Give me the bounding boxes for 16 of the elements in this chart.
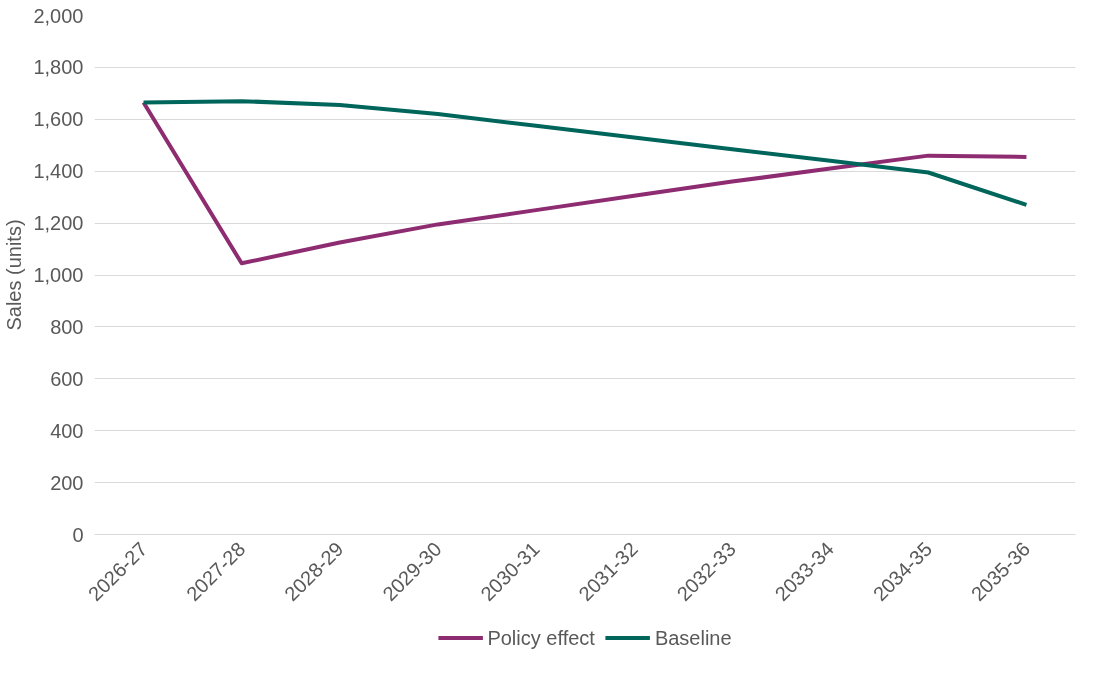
y-tick-label: 1,600 xyxy=(33,108,84,131)
y-tick-label: 800 xyxy=(50,315,84,338)
line-series xyxy=(141,100,1029,266)
y-axis-title: Sales (units) xyxy=(3,219,26,331)
y-tick-label: 600 xyxy=(50,367,84,390)
y-tick-label: 2,000 xyxy=(33,4,84,27)
line-series xyxy=(141,99,1029,207)
y-tick-label: 1,000 xyxy=(33,264,84,286)
y-tick-label: 1,400 xyxy=(33,160,84,183)
y-tick-label: 200 xyxy=(50,471,84,494)
y-tick-label: 0 xyxy=(72,523,84,546)
y-tick-label: 1,800 xyxy=(33,56,84,79)
y-tick-label: 400 xyxy=(50,419,84,442)
legend-label: Baseline xyxy=(654,626,732,649)
legend-label: Policy effect xyxy=(487,626,595,649)
y-tick-label: 1,200 xyxy=(33,212,84,235)
